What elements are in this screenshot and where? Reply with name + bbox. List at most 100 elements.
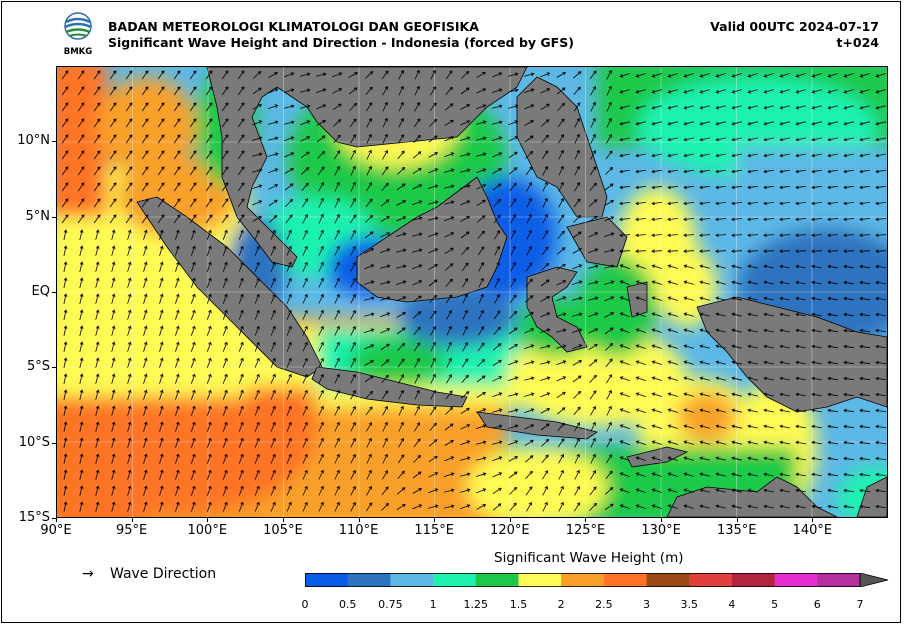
wave-arrow xyxy=(396,265,406,269)
wave-arrow-head xyxy=(336,405,340,410)
wave-arrow xyxy=(509,311,517,319)
wave-arrow xyxy=(175,230,179,240)
wave-arrow xyxy=(492,105,502,109)
wave-arrow xyxy=(715,250,727,252)
wave-arrow-head xyxy=(160,469,164,474)
wave-arrow-head xyxy=(747,376,752,381)
wave-arrow-head xyxy=(827,249,831,254)
wave-arrow xyxy=(732,313,742,317)
wave-arrow-head xyxy=(875,360,879,365)
wave-arrow xyxy=(381,486,389,496)
wave-arrow xyxy=(572,281,582,285)
wave-arrow xyxy=(572,248,582,254)
wave-arrow xyxy=(604,281,614,285)
wave-arrow-head xyxy=(240,437,244,442)
x-tick-mark xyxy=(661,518,663,522)
wave-arrow-head xyxy=(143,245,148,250)
wave-arrow-head xyxy=(144,102,149,106)
wave-arrow-head xyxy=(481,375,486,379)
wave-arrow xyxy=(270,438,276,448)
wave-arrow-head xyxy=(465,87,470,91)
svg-text:BMKG: BMKG xyxy=(64,47,93,56)
wave-arrow xyxy=(111,470,115,480)
wave-arrow xyxy=(780,169,790,173)
wave-arrow-head xyxy=(96,118,101,122)
wave-arrow xyxy=(254,486,260,496)
wave-arrow-head xyxy=(95,437,100,442)
wave-arrow xyxy=(556,329,566,333)
wave-arrow xyxy=(476,184,486,190)
wave-arrow-head xyxy=(546,376,551,380)
wave-arrow-head xyxy=(715,280,720,285)
wave-arrow xyxy=(764,153,774,157)
wave-arrow-head xyxy=(578,280,583,284)
wave-arrow xyxy=(445,87,453,95)
wave-arrow-head xyxy=(498,72,503,76)
colorbar-tick-label: 0.5 xyxy=(338,598,357,611)
wave-arrow-head xyxy=(96,102,101,106)
wave-arrow xyxy=(540,377,550,381)
wave-arrow-head xyxy=(272,373,276,378)
wave-arrow xyxy=(284,152,294,158)
wave-arrow-head xyxy=(715,264,720,269)
wave-arrow-head xyxy=(715,392,720,397)
wave-arrow xyxy=(510,230,516,240)
wave-arrow-head xyxy=(875,456,879,461)
wave-arrow xyxy=(63,422,67,432)
wave-arrow xyxy=(302,294,308,304)
wave-arrow-head xyxy=(875,344,879,349)
wave-arrow xyxy=(397,470,405,480)
wave-arrow xyxy=(859,313,871,317)
wave-arrow xyxy=(524,73,534,77)
wave-arrow xyxy=(763,218,775,220)
wave-arrow xyxy=(526,230,532,240)
wave-arrow-head xyxy=(434,455,438,460)
wave-arrow xyxy=(93,86,101,96)
wave-arrow-head xyxy=(320,453,324,458)
wave-arrow-head xyxy=(560,149,564,154)
wave-arrow-head xyxy=(176,245,180,250)
wave-arrow-head xyxy=(576,469,580,474)
wave-arrow xyxy=(318,486,324,496)
wave-arrow-head xyxy=(763,440,768,445)
wave-arrow xyxy=(364,281,374,285)
wave-arrow xyxy=(636,457,646,461)
wave-arrow xyxy=(380,215,390,223)
wave-arrow-head xyxy=(699,169,704,174)
wave-arrow-head xyxy=(827,408,831,413)
wave-arrow-head xyxy=(827,137,832,142)
wave-arrow xyxy=(540,345,550,349)
wave-arrow-head xyxy=(608,69,612,74)
wave-arrow xyxy=(732,185,742,189)
wave-arrow-head xyxy=(562,328,567,333)
wave-arrow xyxy=(366,166,372,176)
wave-arrow xyxy=(95,406,99,416)
wave-arrow xyxy=(334,246,340,256)
wave-arrow-head xyxy=(288,341,292,346)
wave-arrow xyxy=(318,230,324,240)
wave-arrow xyxy=(461,358,469,368)
wave-arrow-head xyxy=(610,296,615,300)
wave-arrow xyxy=(143,390,147,400)
wave-arrow-head xyxy=(274,152,279,157)
wave-arrow-head xyxy=(763,201,767,206)
wave-arrow xyxy=(796,361,806,365)
wave-arrow-head xyxy=(715,328,720,333)
wave-arrow xyxy=(302,326,308,336)
wave-arrow xyxy=(620,408,630,414)
wave-arrow xyxy=(222,358,228,368)
wave-arrow xyxy=(206,390,212,400)
wave-arrow-head xyxy=(384,133,388,138)
wave-arrow-head xyxy=(176,453,180,458)
wave-arrow-head xyxy=(608,117,612,122)
wave-arrow-head xyxy=(352,405,356,410)
wave-arrow-head xyxy=(875,472,879,477)
wave-arrow xyxy=(175,246,179,256)
wave-arrow-head xyxy=(433,294,438,299)
wave-arrow-head xyxy=(528,262,533,266)
wave-arrow-head xyxy=(192,373,196,378)
y-tick-mark xyxy=(52,442,56,444)
wave-arrow xyxy=(63,406,67,416)
wave-arrow xyxy=(414,102,420,112)
wave-arrow xyxy=(700,265,710,269)
